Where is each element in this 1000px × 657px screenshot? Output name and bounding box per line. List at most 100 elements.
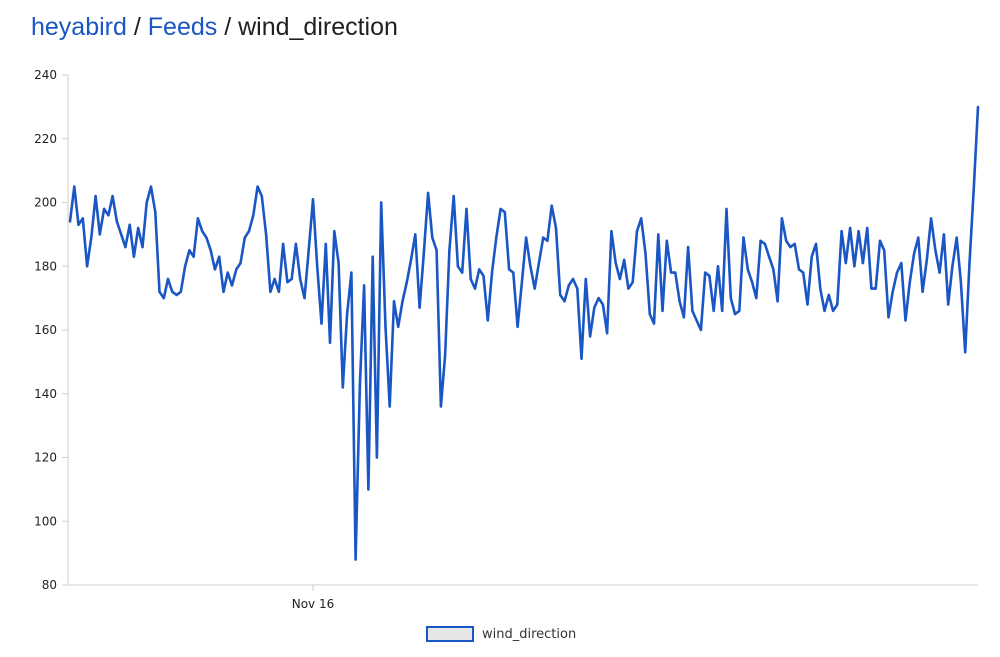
data-point [397,325,400,328]
data-point [648,312,651,316]
data-point [409,258,413,262]
data-point [264,233,268,236]
data-point [247,230,251,233]
data-point [652,322,656,325]
data-point [567,284,570,287]
data-point [904,319,907,322]
data-point [806,303,809,306]
data-point [631,281,634,284]
data-point [669,271,673,274]
data-point [968,261,971,265]
data-point [750,281,754,284]
data-point [230,284,234,287]
data-point [819,287,822,290]
data-point [623,258,626,262]
data-point [763,242,767,246]
data-point [414,233,417,236]
data-point [912,252,916,255]
data-point [844,261,847,265]
data-point [925,258,928,262]
data-point [618,277,622,281]
data-point [708,274,711,277]
data-point [976,105,980,109]
data-point [887,316,890,319]
data-point [132,255,136,258]
data-point [674,271,677,274]
data-point [537,261,541,265]
data-point [533,287,536,290]
chart-axes [67,75,978,586]
series-layer [68,105,980,561]
data-point [921,290,924,293]
data-point [281,242,285,246]
data-point [951,265,954,268]
breadcrumb-current-feed: wind_direction [238,13,398,41]
data-point [938,271,941,274]
data-point [85,265,89,268]
breadcrumb-link-feeds[interactable]: Feeds [147,13,218,41]
data-point [362,284,366,287]
data-point [759,239,762,242]
data-point [141,245,144,249]
data-point [482,274,485,277]
data-point [473,287,477,290]
data-point [776,300,779,303]
data-point [857,230,860,233]
breadcrumb: heyabird / Feeds / wind_direction [31,10,398,44]
data-point [260,194,263,198]
data-point [375,456,379,459]
data-point [256,185,259,188]
data-point [448,249,451,252]
data-point [478,268,481,271]
data-point [955,236,958,239]
data-point [900,261,903,265]
data-point [780,217,784,220]
data-point [682,316,686,319]
data-point [563,300,566,303]
data-point [367,488,370,491]
data-point [721,309,724,313]
data-point [350,271,353,274]
data-point [524,236,528,239]
data-point [490,271,494,274]
data-point [929,217,933,220]
data-point [908,281,911,284]
data-point [158,290,161,293]
data-point [218,255,221,258]
data-point [201,230,204,233]
data-point [542,236,545,239]
data-point [520,281,524,284]
data-point [789,245,792,249]
breadcrumb-link-owner[interactable]: heyabird [31,13,127,41]
legend-item-wind-direction[interactable]: wind_direction [426,624,576,644]
data-point [627,287,630,290]
data-point [704,271,707,274]
y-tick-label: 220 [34,132,57,146]
data-point [584,277,587,281]
data-point [175,293,178,297]
data-point [299,277,302,281]
data-point [635,230,639,233]
series-line-wind-direction [68,106,980,561]
y-tick-label: 140 [34,387,57,401]
data-point [452,194,455,198]
x-tick-label: Nov 16 [292,597,335,611]
data-point [716,265,720,268]
data-point [495,236,498,239]
data-point [746,268,749,271]
data-point [269,290,272,293]
data-point [431,236,434,239]
y-tick-label: 200 [34,196,57,210]
data-point [128,223,131,226]
data-point [529,265,532,268]
data-point [588,335,592,338]
data-point [729,296,732,300]
data-point [358,383,362,386]
data-point [665,239,668,242]
data-point [68,220,72,223]
data-point [580,357,583,360]
data-point [320,322,323,325]
data-point [422,252,425,255]
data-point [226,271,229,274]
data-point [831,309,835,313]
